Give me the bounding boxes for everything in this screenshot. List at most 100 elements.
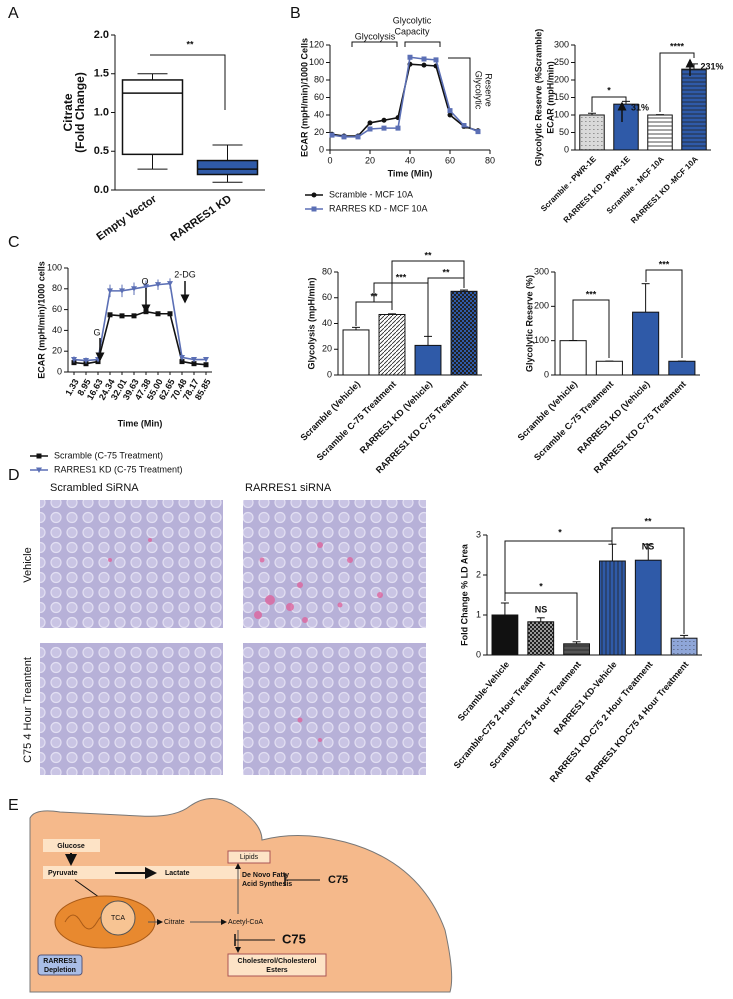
y-tick-label: 2.0	[94, 29, 109, 41]
marker	[155, 311, 161, 317]
bar	[579, 114, 605, 151]
marker	[36, 467, 42, 473]
marker	[341, 134, 347, 140]
node-label: Citrate	[164, 919, 185, 926]
annotation: **	[186, 39, 194, 49]
annotation: **	[424, 250, 432, 260]
marker	[203, 357, 209, 363]
micrograph	[243, 643, 426, 775]
marker	[447, 108, 453, 114]
bar	[599, 560, 626, 656]
significance-bracket	[448, 57, 471, 129]
annotation: **	[370, 291, 378, 301]
x-tick-label: Scramble - PWR-1E	[539, 154, 598, 213]
x-axis-label: Time (Min)	[388, 168, 433, 178]
marker	[461, 123, 467, 128]
x-axis-label: Time (Min)	[118, 418, 163, 428]
micrograph	[243, 500, 426, 628]
marker	[179, 359, 185, 365]
y-axis-label: ECAR (mpH/min)/1000 Cells	[299, 38, 309, 157]
y-axis-label: Glycolytic Reserve (%)	[524, 275, 534, 372]
node-label: Acetyl-CoA	[228, 919, 263, 926]
annotation: **	[644, 516, 652, 526]
annotation: ***	[659, 259, 670, 269]
y-tick-label: 0	[544, 369, 549, 379]
micrograph	[40, 643, 223, 775]
panel-label: A	[8, 5, 19, 22]
annotation: ****	[670, 41, 685, 51]
node-label: De Novo Fatty	[242, 872, 289, 879]
y-tick-label: 100	[554, 109, 569, 119]
lipid-droplets	[108, 538, 383, 742]
annotation: NS	[642, 541, 655, 551]
y-tick-label: 1.5	[94, 68, 109, 80]
bar	[378, 313, 406, 376]
legend-label: RARRES1 KD (C-75 Treatment)	[54, 464, 183, 474]
annotation: Glycolytic	[474, 71, 484, 110]
node-label: TCA	[111, 915, 125, 922]
node-label: Lipids	[240, 854, 259, 861]
marker	[381, 117, 387, 123]
significance-bracket	[351, 41, 398, 47]
annotation: O	[141, 276, 148, 286]
y-axis-label: Fold Change % LD Area	[459, 543, 469, 646]
significance-bracket	[659, 52, 695, 112]
node-label: Esters	[266, 967, 288, 974]
series-line	[331, 56, 479, 138]
row-label: Vehicle	[22, 547, 34, 582]
series-line	[73, 310, 207, 366]
y-tick-label: 250	[554, 57, 569, 67]
significance-bracket	[504, 540, 613, 601]
y-tick-label: 20	[314, 127, 324, 137]
series-line	[73, 282, 206, 362]
y-tick-label: 40	[52, 325, 62, 335]
y-axis-label: (Fold Change)	[73, 72, 87, 153]
x-tick-label: 60	[445, 155, 455, 165]
column-label: Scrambled SiRNA	[50, 482, 139, 494]
node	[43, 839, 100, 852]
x-tick-label: Scramble (Vehicle)	[516, 379, 580, 443]
bar	[681, 68, 707, 151]
chart: 0.0 0.5 1.0 1.5 2.0 Citrate(Fold Change) **	[61, 29, 265, 196]
box	[196, 159, 259, 176]
x-tick-label: 0	[327, 155, 332, 165]
y-tick-label: 0	[327, 369, 332, 379]
significance-bracket	[150, 54, 226, 110]
y-tick-label: 50	[559, 127, 569, 137]
marker	[167, 281, 173, 287]
marker	[381, 125, 387, 131]
marker	[329, 132, 335, 138]
axes	[67, 268, 212, 373]
significance-bracket	[645, 269, 683, 358]
series-line	[331, 63, 479, 137]
y-tick-label: 200	[554, 74, 569, 84]
panel-label: C	[8, 234, 20, 251]
y-tick-label: 0	[319, 144, 324, 154]
annotation: Glycolysis	[355, 31, 396, 41]
annotation: *	[607, 85, 611, 95]
marker	[167, 311, 173, 317]
bar	[634, 559, 662, 656]
y-tick-label: 0	[476, 649, 481, 659]
annotation: Reserve	[484, 73, 494, 107]
node	[37, 954, 83, 976]
y-tick-label: 0.0	[94, 184, 109, 196]
bar	[613, 103, 639, 151]
x-tick-label: RARRES1 KD - PWR-1E	[562, 154, 633, 225]
significance-bracket	[427, 277, 465, 288]
marker	[355, 134, 361, 140]
x-tick-label: RARRES1 KD (Vehicle)	[358, 379, 434, 455]
marker	[36, 453, 42, 459]
y-axis-label: Glycolytic Reserve (%Scramble)	[533, 29, 543, 167]
annotation: *	[539, 581, 543, 591]
y-axis-label: ECAR (mpH/min)/1000 cells	[36, 261, 46, 379]
y-axis-label: Glycolysis (mpH/min)	[306, 277, 316, 369]
y-tick-label: 0	[57, 366, 62, 376]
x-tick-label: Scramble (Vehicle)	[298, 379, 362, 443]
column-label: RARRES1 siRNA	[245, 482, 332, 494]
node-label: RARRES1	[43, 958, 77, 965]
marker	[179, 354, 185, 361]
node-label: Pyruvate	[48, 870, 78, 877]
annotation: 2-DG	[174, 269, 196, 279]
